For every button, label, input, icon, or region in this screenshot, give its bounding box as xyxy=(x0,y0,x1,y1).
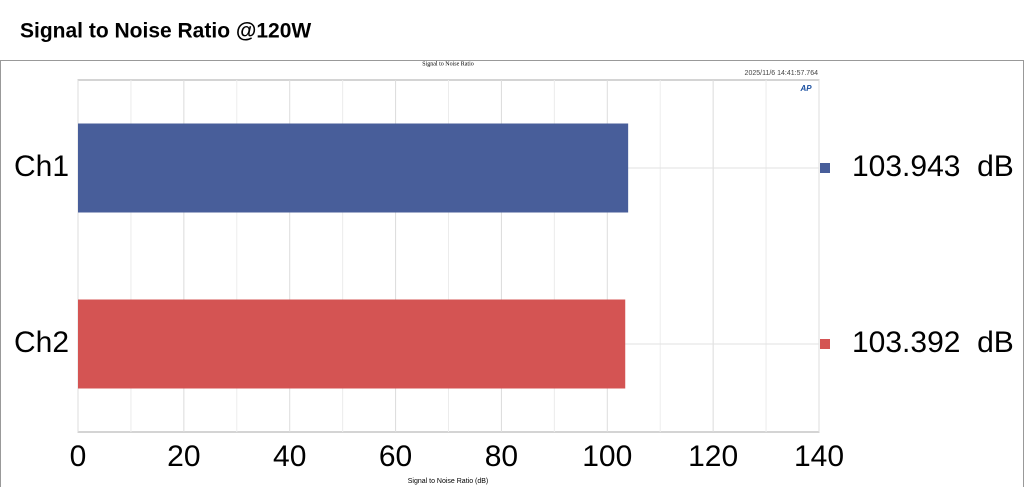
bar xyxy=(78,299,626,389)
legend-swatch xyxy=(820,339,830,349)
x-axis-label: Signal to Noise Ratio (dB) xyxy=(408,478,489,485)
x-tick-label: 0 xyxy=(70,440,87,473)
y-tick-label: Ch1 xyxy=(14,150,69,183)
x-tick-label: 120 xyxy=(688,440,738,473)
y-tick-label: Ch2 xyxy=(14,326,69,359)
x-tick-label: 80 xyxy=(485,440,518,473)
inner-title: Signal to Noise Ratio xyxy=(422,61,474,67)
x-tick-label: 60 xyxy=(379,440,412,473)
chart-title: Signal to Noise Ratio @120W xyxy=(20,20,311,43)
logo: AP xyxy=(799,84,812,93)
bar xyxy=(78,123,629,213)
x-tick-label: 100 xyxy=(582,440,632,473)
x-tick-label: 140 xyxy=(794,440,844,473)
value-label: 103.943 dB xyxy=(852,150,1014,183)
legend-swatch xyxy=(820,163,830,173)
x-tick-label: 20 xyxy=(167,440,200,473)
x-tick-label: 40 xyxy=(273,440,306,473)
value-label: 103.392 dB xyxy=(852,326,1014,359)
timestamp: 2025/11/6 14:41:57.764 xyxy=(745,70,819,77)
